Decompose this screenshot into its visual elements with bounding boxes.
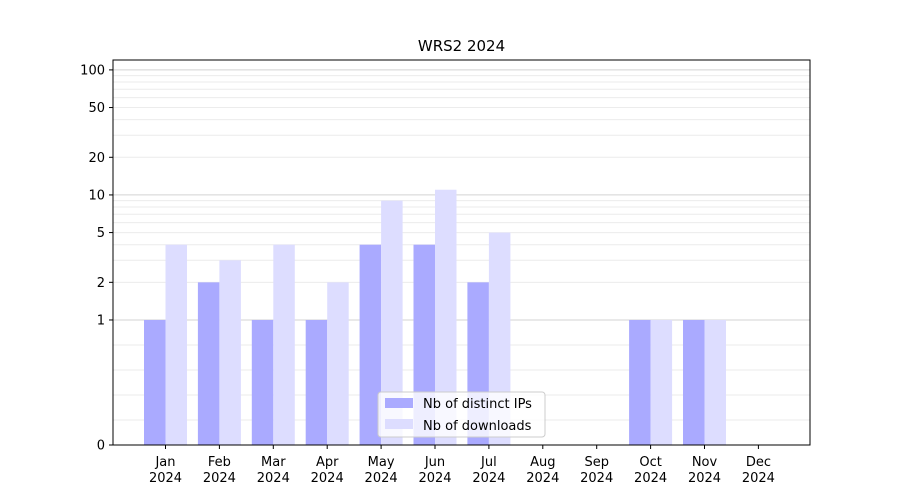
bar-distinct-ips-mar (251, 319, 274, 445)
chart-title: WRS2 2024 (418, 37, 505, 55)
y-tick-label: 2 (97, 276, 105, 291)
x-tick-label-year: 2024 (203, 471, 236, 486)
y-tick-label: 20 (88, 151, 105, 166)
bar-downloads-feb (219, 260, 241, 445)
legend-label-distinct-ips: Nb of distinct IPs (423, 397, 532, 412)
x-tick-label-year: 2024 (526, 471, 559, 486)
grid (113, 69, 810, 446)
x-tick-label-month: Jun (424, 455, 445, 470)
bar-distinct-ips-jan (144, 319, 166, 445)
x-tick-label-year: 2024 (418, 471, 451, 486)
x-tick-label-year: 2024 (580, 471, 613, 486)
x-tick-label-month: May (368, 455, 395, 470)
bar-distinct-ips-may (359, 244, 382, 445)
x-tick-label-month: Oct (639, 455, 661, 470)
x-tick-label-year: 2024 (149, 471, 182, 486)
y-tick-label: 10 (88, 188, 105, 203)
x-tick-label-year: 2024 (688, 471, 721, 486)
x-tick-label-month: Apr (316, 455, 339, 470)
y-tick-label: 50 (88, 101, 105, 116)
legend-box (377, 391, 546, 438)
x-tick-label-year: 2024 (742, 471, 775, 486)
bar-downloads-nov (704, 319, 726, 445)
x-tick-label-month: Mar (261, 455, 286, 470)
bar-distinct-ips-apr (305, 319, 328, 445)
bar-downloads-mar (273, 244, 295, 445)
x-tick-label-month: Feb (208, 455, 231, 470)
bar-downloads-jan (165, 244, 187, 445)
x-tick-label-month: Sep (584, 455, 609, 470)
y-tick-label: 5 (97, 226, 105, 241)
x-tick-label-year: 2024 (311, 471, 344, 486)
x-tick-label-year: 2024 (365, 471, 398, 486)
x-tick-label-year: 2024 (634, 471, 667, 486)
bar-downloads-jun (435, 189, 457, 445)
x-tick-label-year: 2024 (257, 471, 290, 486)
bar-distinct-ips-oct (629, 319, 651, 445)
bar-distinct-ips-feb (197, 282, 220, 445)
bar-downloads-oct (650, 319, 673, 445)
legend-swatch-downloads (385, 419, 413, 429)
x-tick-label-month: Jul (480, 455, 497, 470)
legend-label-downloads: Nb of downloads (423, 419, 532, 434)
x-tick-label-year: 2024 (472, 471, 505, 486)
x-tick-label-month: Aug (530, 455, 555, 470)
x-axis: Jan2024Feb2024Mar2024Apr2024May2024Jun20… (149, 445, 775, 486)
bar-downloads-may (381, 200, 403, 445)
x-tick-label-month: Dec (746, 455, 771, 470)
y-tick-label: 0 (97, 439, 105, 454)
y-tick-label: 100 (80, 63, 105, 78)
x-tick-label-month: Nov (692, 455, 718, 470)
plot-frame (112, 59, 811, 446)
x-tick-label-month: Jan (154, 455, 175, 470)
legend: Nb of distinct IPs Nb of downloads (377, 391, 546, 438)
bar-downloads-apr (327, 282, 349, 445)
bar-distinct-ips-nov (683, 319, 705, 445)
y-axis: 0 1 2 5 10 20 50 100 (80, 63, 113, 454)
legend-swatch-distinct-ips (385, 398, 413, 408)
y-tick-label: 1 (97, 313, 105, 328)
